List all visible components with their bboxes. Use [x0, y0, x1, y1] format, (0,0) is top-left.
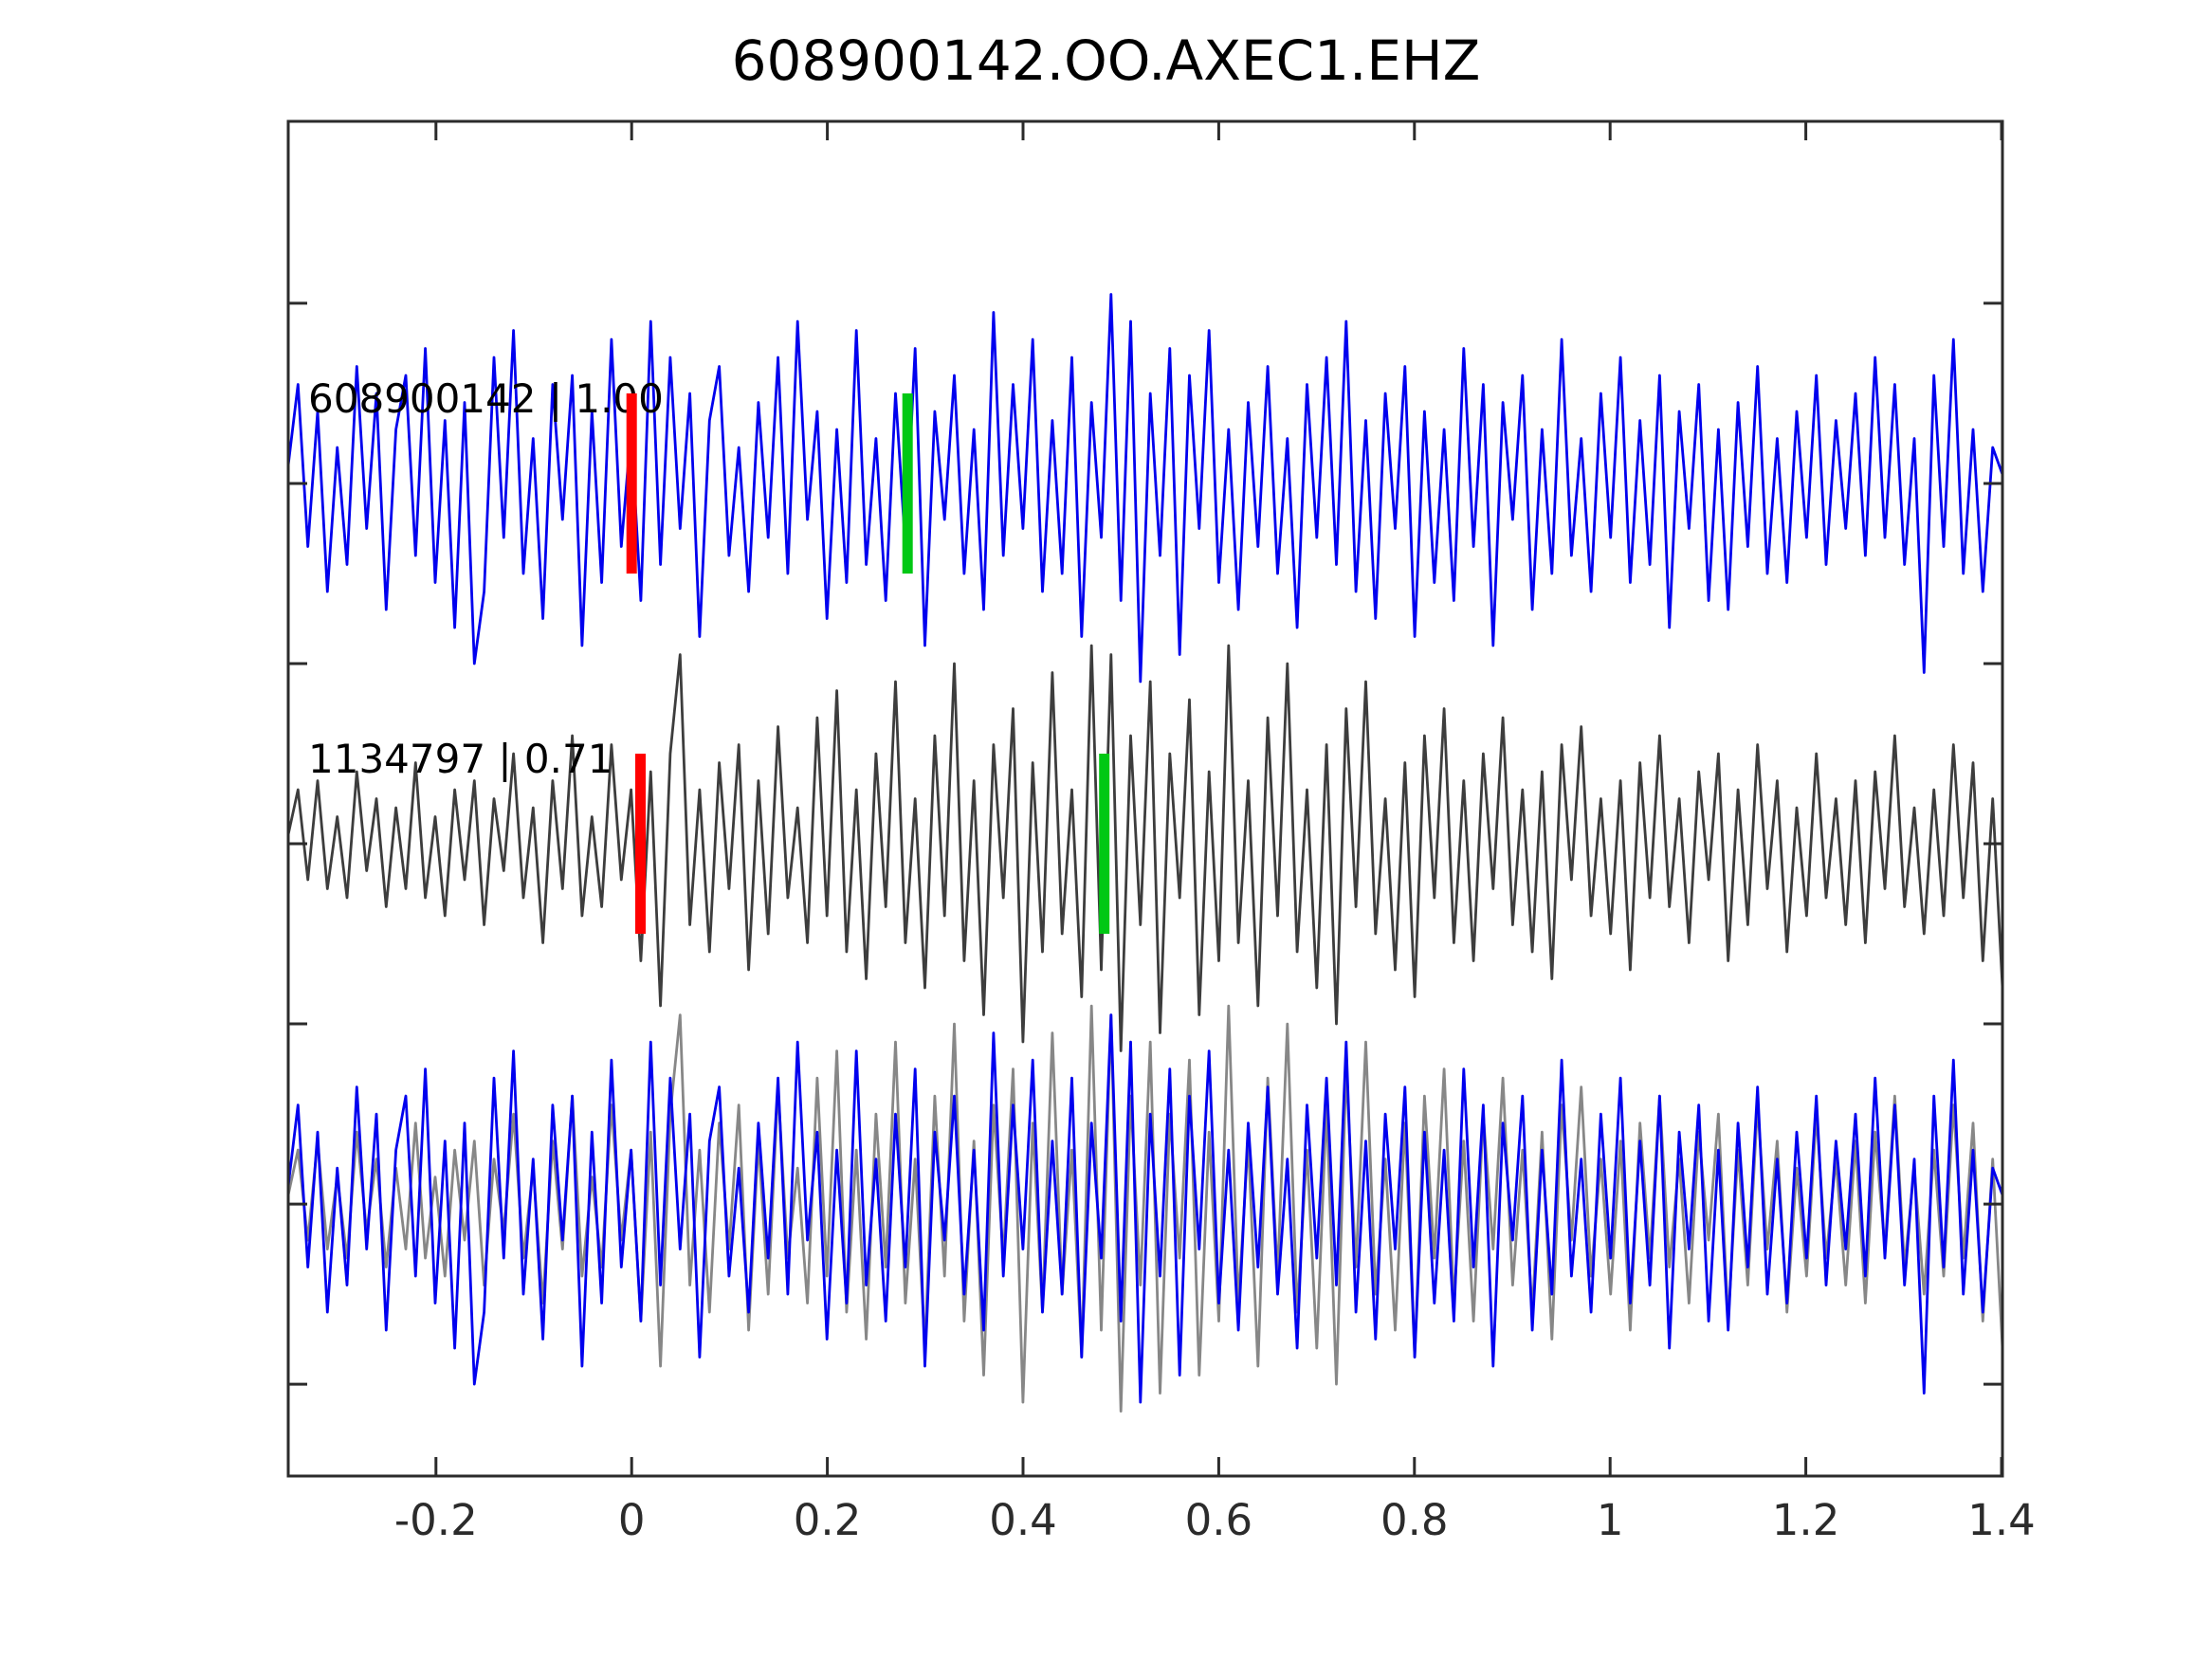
x-tick-label: 0: [618, 1495, 646, 1545]
axes-box: [286, 119, 2004, 1478]
template-pick-marker: [635, 754, 646, 934]
x-tick-label: 0.8: [1380, 1495, 1449, 1545]
x-tick-label: 1: [1597, 1495, 1624, 1545]
template-pick-marker: [626, 393, 637, 574]
figure-title: 608900142.OO.AXEC1.EHZ: [731, 28, 1481, 93]
detection-trace-label: 1134797 | 0.71: [308, 736, 612, 782]
template-trace-waveform: [286, 293, 2004, 684]
x-tick-label: 1.4: [1967, 1495, 2036, 1545]
x-tick-label: 0.2: [794, 1495, 862, 1545]
detection-trace-waveform: [286, 644, 2004, 1052]
x-tick-label: 0.4: [989, 1495, 1057, 1545]
detection-pick-marker: [1099, 754, 1110, 934]
overlay-detection-trace-waveform: [286, 1004, 2004, 1413]
overlay-template-trace-waveform: [286, 1013, 2004, 1404]
template-trace-label: 608900142 | 1.00: [308, 375, 664, 422]
x-tick-label: 1.2: [1772, 1495, 1840, 1545]
x-tick-label: -0.2: [394, 1495, 478, 1545]
detection-pick-marker: [902, 393, 913, 574]
x-tick-label: 0.6: [1185, 1495, 1253, 1545]
